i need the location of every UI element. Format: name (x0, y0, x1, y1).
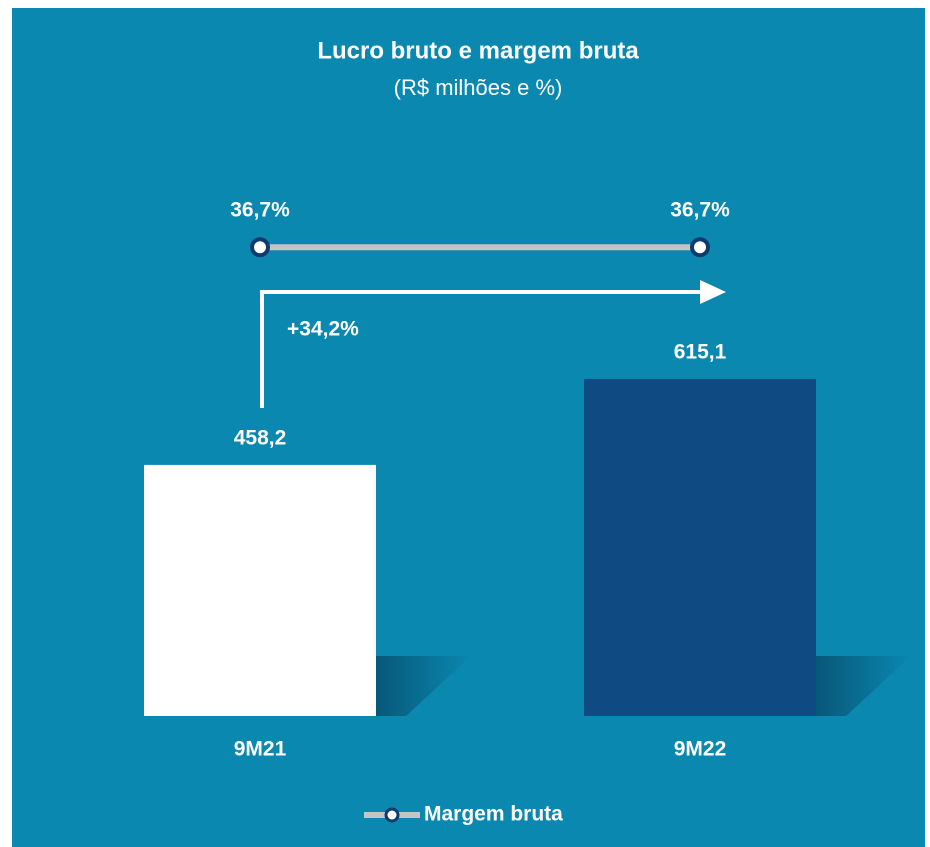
data-label: 36,7% (670, 199, 730, 222)
bar-shadow (816, 656, 911, 716)
data-label: 36,7% (230, 199, 290, 222)
data-label: 458,2 (234, 426, 287, 449)
growth-arrow (260, 290, 705, 408)
line-marker (250, 237, 270, 258)
chart-title: Lucro bruto e margem bruta (317, 37, 639, 64)
legend-marker (384, 807, 400, 823)
bar (144, 464, 376, 716)
chart-subtitle: (R$ milhões e %) (394, 75, 563, 100)
x-tick-label: 9M21 (234, 738, 287, 761)
x-tick-label: 9M22 (674, 738, 727, 761)
bar-shadow (376, 656, 471, 716)
data-label: 615,1 (674, 340, 727, 363)
bar (584, 378, 816, 716)
line-marker (690, 237, 710, 258)
growth-annotation: +34,2% (287, 318, 359, 341)
legend-label: Margem bruta (424, 803, 563, 826)
growth-arrowhead (700, 280, 726, 304)
